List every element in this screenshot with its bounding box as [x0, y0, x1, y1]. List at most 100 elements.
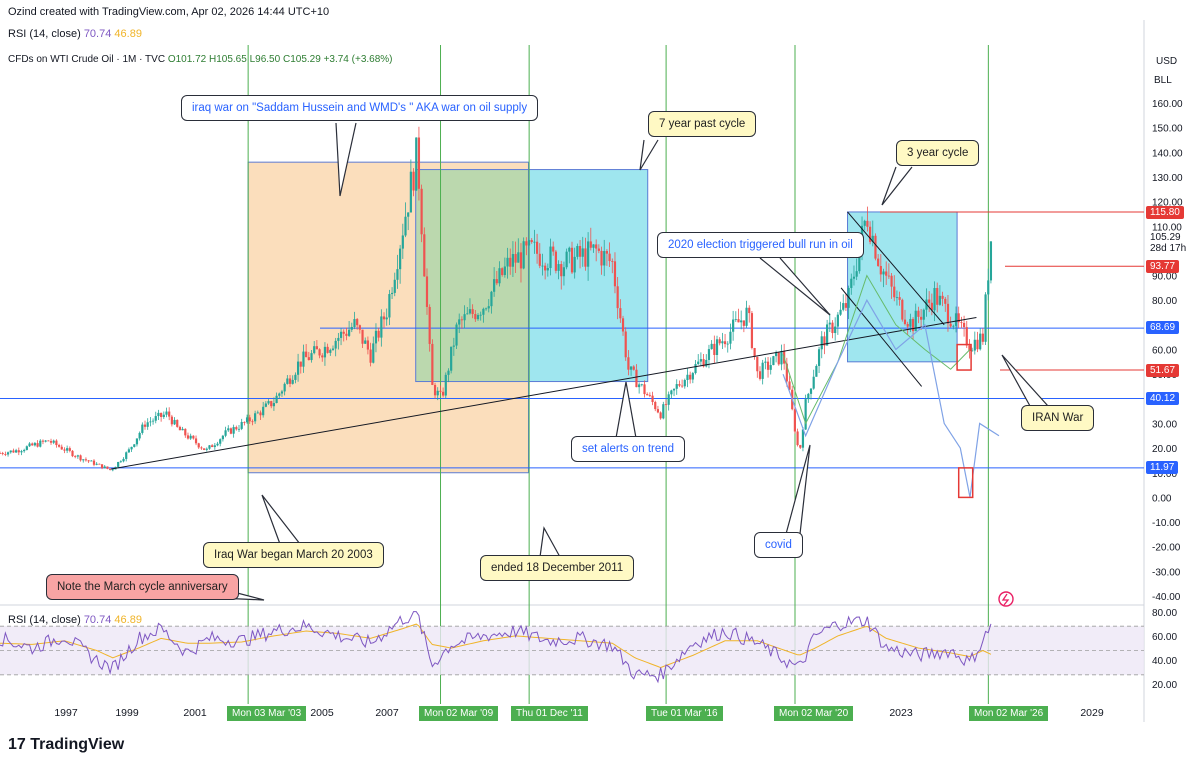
candle-body-193	[517, 252, 520, 263]
candle-body-289	[774, 352, 778, 357]
candle-body-179	[479, 314, 482, 316]
candle-body-168	[450, 346, 453, 371]
candle-body-316	[847, 287, 850, 308]
candle-body-93	[248, 417, 251, 422]
candle-body-159	[425, 276, 429, 307]
candle-body-9	[23, 449, 26, 452]
candle-body-257	[689, 374, 692, 380]
candle-body-354	[949, 323, 952, 327]
rsi-pane-header: RSI (14, close) 70.74 46.89	[8, 614, 142, 626]
candle-body-202	[541, 265, 544, 267]
candle-body-367	[984, 294, 987, 342]
candle-body-196	[525, 241, 528, 246]
candle-body-281	[753, 348, 756, 357]
ohlc-low: L96.50	[249, 54, 281, 65]
candle-body-222	[595, 244, 598, 249]
candle-body-200	[535, 241, 539, 254]
candle-body-139	[372, 343, 375, 363]
candle-body-13	[33, 443, 37, 446]
callout-pointer-8	[539, 526, 561, 558]
price-tag-last-value: 105.29	[1150, 232, 1181, 243]
candle-body-219	[587, 241, 590, 267]
callout-pointer-5	[1001, 354, 1049, 407]
candle-body-300	[804, 399, 807, 430]
ohlc-open: O101.72	[167, 54, 207, 65]
rsi-line	[0, 611, 992, 684]
callout-march-note: Note the March cycle anniversary	[46, 574, 239, 600]
candle-body-329	[882, 271, 885, 275]
ohlc-high: H105.65	[209, 54, 247, 65]
candle-body-110	[294, 374, 297, 380]
highlight-box-1	[956, 343, 972, 371]
candle-body-157	[420, 188, 423, 235]
candle-body-113	[302, 351, 305, 367]
candle-body-259	[694, 364, 697, 374]
date-tag-2026: Mon 02 Mar '26	[969, 706, 1049, 721]
candle-body-362	[971, 350, 974, 352]
candle-body-25	[66, 448, 69, 451]
rsi-ma-line	[0, 623, 992, 669]
price-tag-last: 105.29 28d 17h	[1146, 232, 1191, 254]
candle-body-218	[584, 248, 587, 267]
candle-body-356	[954, 313, 958, 326]
candle-body-261	[699, 359, 703, 362]
candle-body-97	[259, 412, 262, 416]
candle-body-1	[1, 453, 4, 454]
alert-bolt-icon	[998, 591, 1014, 607]
candle-body-147	[393, 279, 396, 293]
alert-bolt-glyph	[1001, 593, 1010, 606]
candle-body-249	[667, 394, 670, 405]
candle-body-45	[119, 461, 122, 463]
candle-body-293	[785, 363, 788, 382]
candle-body-238	[638, 384, 641, 388]
candle-body-162	[433, 384, 437, 396]
candle-body-14	[36, 443, 39, 447]
candle-body-260	[697, 361, 700, 365]
candle-body-76	[202, 448, 206, 450]
candle-body-242	[648, 395, 651, 397]
candle-body-18	[47, 440, 50, 442]
callout-iraq-began: Iraq War began March 20 2003	[203, 542, 384, 568]
candle-body-365	[979, 333, 982, 350]
trendline-0	[111, 316, 977, 470]
candle-body-47	[125, 452, 128, 459]
candle-body-284	[761, 362, 764, 379]
candle-body-119	[318, 349, 321, 356]
y-tick-17: -30.00	[1152, 567, 1181, 578]
candle-body-164	[439, 390, 442, 392]
candle-body-75	[200, 447, 203, 449]
candle-body-170	[455, 324, 458, 346]
candle-body-239	[640, 384, 643, 386]
candle-body-57	[151, 420, 155, 422]
candle-body-7	[17, 450, 20, 453]
x-tick-0: 1997	[54, 707, 78, 719]
candle-body-198	[530, 240, 533, 243]
candle-body-231	[619, 308, 622, 319]
candle-body-99	[264, 403, 267, 407]
date-tag-2009: Mon 02 Mar '09	[419, 706, 499, 721]
candle-body-121	[323, 346, 327, 358]
candle-body-70	[186, 435, 190, 439]
candle-body-236	[632, 366, 635, 370]
candle-body-31	[82, 459, 85, 461]
brand-name: TradingView	[30, 736, 125, 753]
candle-body-114	[305, 351, 308, 358]
candle-body-125	[334, 340, 337, 349]
callout-election: 2020 election triggered bull run in oil	[657, 232, 864, 258]
brand-mark-icon: ⁠17	[8, 736, 26, 753]
candle-body-346	[928, 299, 931, 303]
candle-body-223	[597, 248, 600, 251]
candle-body-116	[310, 353, 313, 361]
price-tag-93: 93.77	[1146, 260, 1180, 273]
candle-body-233	[624, 331, 627, 358]
candle-body-78	[208, 445, 211, 449]
candle-body-111	[296, 361, 300, 375]
candle-body-210	[562, 267, 566, 277]
candle-body-336	[901, 299, 904, 320]
candle-body-49	[130, 446, 133, 450]
candle-body-79	[211, 445, 214, 448]
candle-body-294	[788, 381, 791, 390]
candle-body-334	[895, 297, 899, 298]
candle-body-101	[270, 401, 273, 407]
candle-body-81	[216, 443, 219, 446]
